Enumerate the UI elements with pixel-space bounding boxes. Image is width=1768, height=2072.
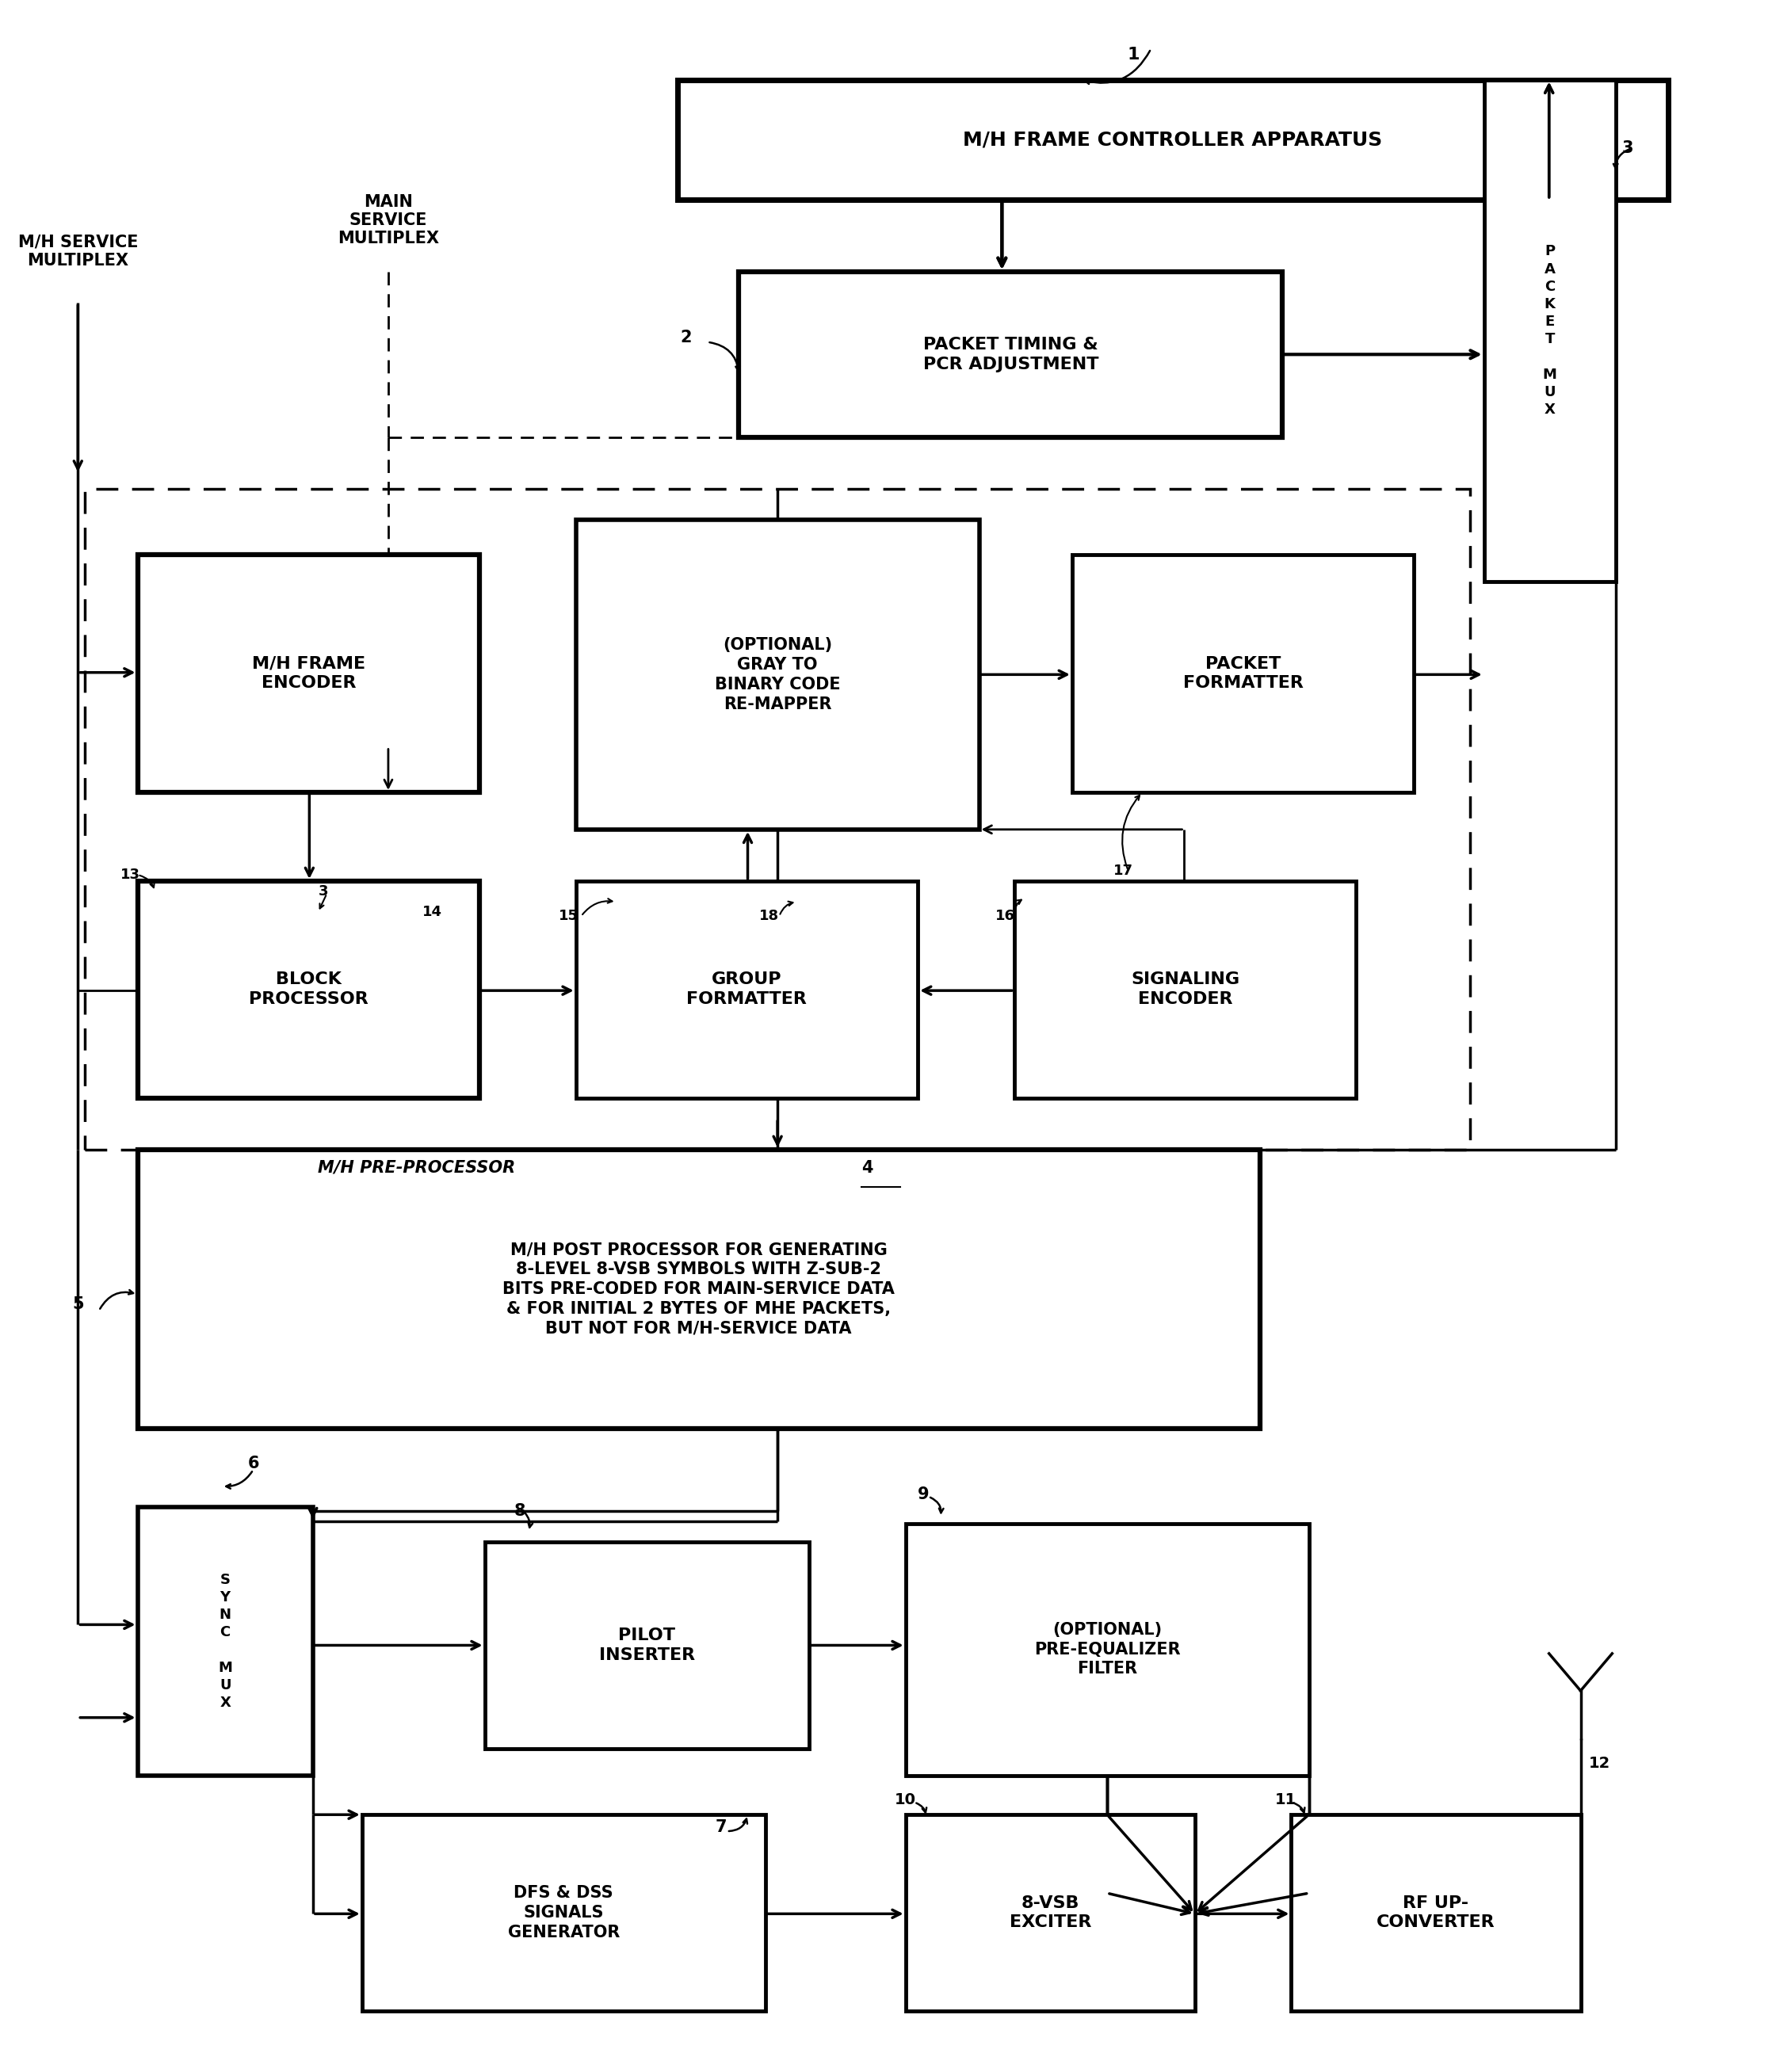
FancyBboxPatch shape	[1291, 1815, 1581, 2010]
Text: 5: 5	[72, 1297, 83, 1312]
Text: M/H PRE-PROCESSOR: M/H PRE-PROCESSOR	[318, 1160, 522, 1175]
FancyBboxPatch shape	[362, 1815, 766, 2010]
Text: 12: 12	[1589, 1755, 1611, 1772]
FancyBboxPatch shape	[138, 1150, 1261, 1428]
Text: 8: 8	[514, 1502, 525, 1519]
Text: M/H POST PROCESSOR FOR GENERATING
8-LEVEL 8-VSB SYMBOLS WITH Z-SUB-2
BITS PRE-CO: M/H POST PROCESSOR FOR GENERATING 8-LEVE…	[502, 1241, 895, 1336]
Text: 17: 17	[1114, 864, 1133, 879]
FancyBboxPatch shape	[677, 79, 1669, 199]
Text: BLOCK
PROCESSOR: BLOCK PROCESSOR	[249, 972, 368, 1007]
Text: 14: 14	[423, 905, 442, 920]
Text: 3: 3	[1623, 141, 1634, 155]
Text: M/H FRAME
ENCODER: M/H FRAME ENCODER	[251, 655, 366, 692]
Text: 9: 9	[918, 1486, 928, 1502]
Text: DFS & DSS
SIGNALS
GENERATOR: DFS & DSS SIGNALS GENERATOR	[507, 1886, 619, 1939]
FancyBboxPatch shape	[576, 520, 979, 829]
FancyBboxPatch shape	[739, 271, 1282, 437]
Text: 18: 18	[758, 910, 778, 924]
Text: PACKET
FORMATTER: PACKET FORMATTER	[1183, 655, 1303, 692]
FancyBboxPatch shape	[576, 881, 918, 1098]
FancyBboxPatch shape	[905, 1523, 1308, 1776]
Text: (OPTIONAL)
GRAY TO
BINARY CODE
RE-MAPPER: (OPTIONAL) GRAY TO BINARY CODE RE-MAPPER	[714, 638, 840, 713]
Text: 15: 15	[559, 910, 578, 924]
Text: M/H SERVICE
MULTIPLEX: M/H SERVICE MULTIPLEX	[18, 234, 138, 267]
FancyBboxPatch shape	[1071, 555, 1414, 792]
Text: PILOT
INSERTER: PILOT INSERTER	[599, 1627, 695, 1664]
Text: 11: 11	[1275, 1792, 1296, 1807]
Text: 13: 13	[120, 868, 140, 883]
Text: 3: 3	[318, 885, 329, 899]
Text: (OPTIONAL)
PRE-EQUALIZER
FILTER: (OPTIONAL) PRE-EQUALIZER FILTER	[1034, 1622, 1181, 1676]
FancyBboxPatch shape	[484, 1542, 810, 1749]
Text: SIGNALING
ENCODER: SIGNALING ENCODER	[1132, 972, 1239, 1007]
FancyBboxPatch shape	[905, 1815, 1195, 2010]
Text: GROUP
FORMATTER: GROUP FORMATTER	[686, 972, 806, 1007]
Text: M/H FRAME CONTROLLER APPARATUS: M/H FRAME CONTROLLER APPARATUS	[964, 131, 1383, 149]
Text: 10: 10	[895, 1792, 916, 1807]
Text: 4: 4	[861, 1160, 873, 1175]
FancyBboxPatch shape	[1015, 881, 1356, 1098]
Text: 7: 7	[716, 1819, 727, 1836]
FancyBboxPatch shape	[138, 555, 479, 792]
Text: MAIN
SERVICE
MULTIPLEX: MAIN SERVICE MULTIPLEX	[338, 195, 438, 247]
Text: 1: 1	[1128, 48, 1140, 62]
Text: 2: 2	[681, 329, 691, 346]
Text: S
Y
N
C

M
U
X: S Y N C M U X	[217, 1573, 232, 1709]
FancyBboxPatch shape	[1483, 79, 1616, 582]
Text: PACKET TIMING &
PCR ADJUSTMENT: PACKET TIMING & PCR ADJUSTMENT	[923, 336, 1098, 373]
Text: 8-VSB
EXCITER: 8-VSB EXCITER	[1010, 1896, 1091, 1931]
Text: P
A
C
K
E
T

M
U
X: P A C K E T M U X	[1543, 244, 1558, 416]
FancyBboxPatch shape	[138, 1506, 313, 1776]
Text: 6: 6	[248, 1457, 258, 1471]
Text: RF UP-
CONVERTER: RF UP- CONVERTER	[1377, 1896, 1496, 1931]
Text: 16: 16	[995, 910, 1015, 924]
FancyBboxPatch shape	[138, 881, 479, 1098]
